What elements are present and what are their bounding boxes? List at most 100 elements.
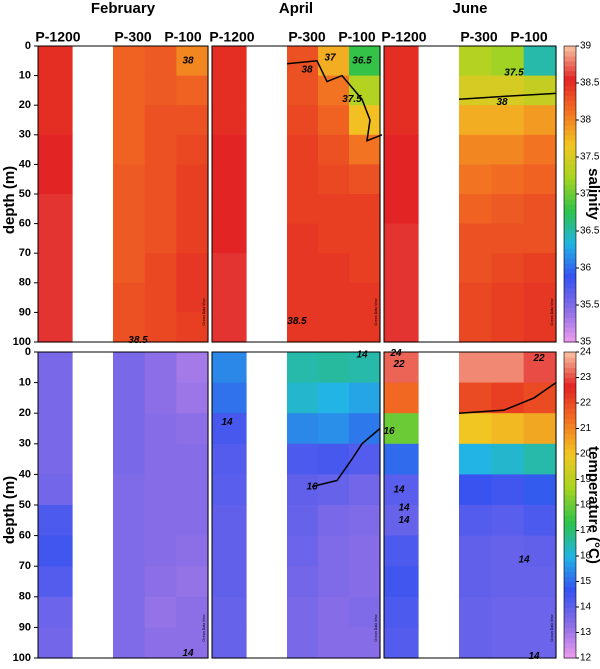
data-cell <box>523 443 557 475</box>
data-cell <box>212 413 247 445</box>
data-cell <box>176 535 209 567</box>
colorbar-segment <box>564 277 576 284</box>
data-cell <box>459 105 492 136</box>
colorbar-segment <box>564 139 576 146</box>
data-cell <box>491 413 525 445</box>
data-cell <box>176 105 209 136</box>
data-cell <box>349 352 381 384</box>
data-cell <box>384 134 419 165</box>
data-cell <box>523 627 557 659</box>
contour-label: 37 <box>324 52 336 63</box>
data-cell <box>318 194 350 225</box>
station-label: P-100 <box>164 29 202 45</box>
colorbar-segment <box>564 110 576 116</box>
data-cell <box>287 253 319 284</box>
panel: 37 36.5 38 37.5 38.5 Ocean Data View <box>211 45 383 343</box>
colorbar-segment <box>564 307 576 313</box>
data-cell <box>287 105 319 136</box>
data-cell <box>491 223 525 254</box>
data-cell <box>491 75 525 106</box>
data-cell <box>459 282 492 313</box>
colorbar-segment <box>564 253 576 259</box>
data-cell <box>523 164 557 195</box>
data-cell <box>113 352 146 384</box>
data-cell <box>384 46 419 77</box>
colorbar-tick-label: 20 <box>580 449 592 460</box>
data-cell <box>523 282 557 313</box>
contour-label: 22 <box>532 353 545 364</box>
data-cell <box>318 223 350 254</box>
data-cell <box>384 282 419 313</box>
data-cell <box>212 253 247 284</box>
data-cell <box>287 164 319 195</box>
data-cell <box>144 164 177 195</box>
month-title: April <box>279 0 313 17</box>
colorbar-segment <box>564 515 576 521</box>
data-cell <box>144 105 177 136</box>
data-cell <box>176 505 209 537</box>
data-cell <box>491 282 525 313</box>
colorbar-segment <box>564 545 576 552</box>
y-axis-label: depth (m) <box>1 166 18 234</box>
data-cell <box>176 46 209 77</box>
data-cell <box>38 627 73 659</box>
data-cell <box>113 223 146 254</box>
data-cell <box>459 382 492 414</box>
data-cell <box>491 352 525 384</box>
watermark: Ocean Data View <box>202 298 206 326</box>
colorbar-segment <box>564 60 576 67</box>
data-cell <box>384 413 419 445</box>
data-cell <box>38 75 73 106</box>
data-cell <box>212 535 247 567</box>
data-cell <box>287 134 319 165</box>
data-cell <box>491 596 525 628</box>
data-cell <box>176 194 209 225</box>
y-tick-label: 70 <box>19 560 31 572</box>
colorbar-segment <box>564 566 576 572</box>
data-cell <box>113 535 146 567</box>
data-cell <box>318 535 350 567</box>
data-cell <box>113 75 146 106</box>
data-cell <box>176 223 209 254</box>
data-cell <box>459 75 492 106</box>
contour-label: 14 <box>221 417 233 428</box>
data-cell <box>113 566 146 598</box>
data-cell <box>113 164 146 195</box>
contour-label: 38 <box>496 97 508 108</box>
panel: 38 38.5 Ocean Data View <box>37 45 209 346</box>
contour-label: 16 <box>383 426 395 437</box>
data-cell <box>38 474 73 506</box>
colorbar-segment <box>564 317 576 323</box>
colorbar-segment <box>564 243 576 249</box>
data-cell <box>176 566 209 598</box>
y-tick-label: 90 <box>19 621 31 633</box>
data-cell <box>349 105 381 136</box>
contour-label: 16 <box>306 481 318 492</box>
data-cell <box>318 75 350 106</box>
data-cell <box>523 253 557 284</box>
data-cell <box>38 194 73 225</box>
colorbar-segment <box>564 454 576 460</box>
contour-label: 38.5 <box>128 335 148 346</box>
data-cell <box>144 443 177 475</box>
data-cell <box>384 312 419 343</box>
data-cell <box>144 282 177 313</box>
contour-label: 24 <box>389 348 402 359</box>
data-cell <box>113 505 146 537</box>
colorbar-tick-label: 35 <box>580 337 592 348</box>
data-cell <box>523 474 557 506</box>
colorbar-segment <box>564 520 576 526</box>
colorbar-segment <box>564 637 576 644</box>
colorbar-segment <box>564 65 576 72</box>
data-cell <box>38 352 73 384</box>
colorbar-segment <box>564 540 576 547</box>
data-cell <box>212 282 247 313</box>
colorbar-segment <box>564 258 576 264</box>
colorbar-segment <box>564 248 576 254</box>
data-cell <box>212 352 247 384</box>
station-label: P-100 <box>510 29 548 45</box>
data-cell <box>113 312 146 343</box>
data-cell <box>212 474 247 506</box>
colorbar-tick-label: 22 <box>580 398 592 409</box>
contour-line <box>458 381 557 414</box>
